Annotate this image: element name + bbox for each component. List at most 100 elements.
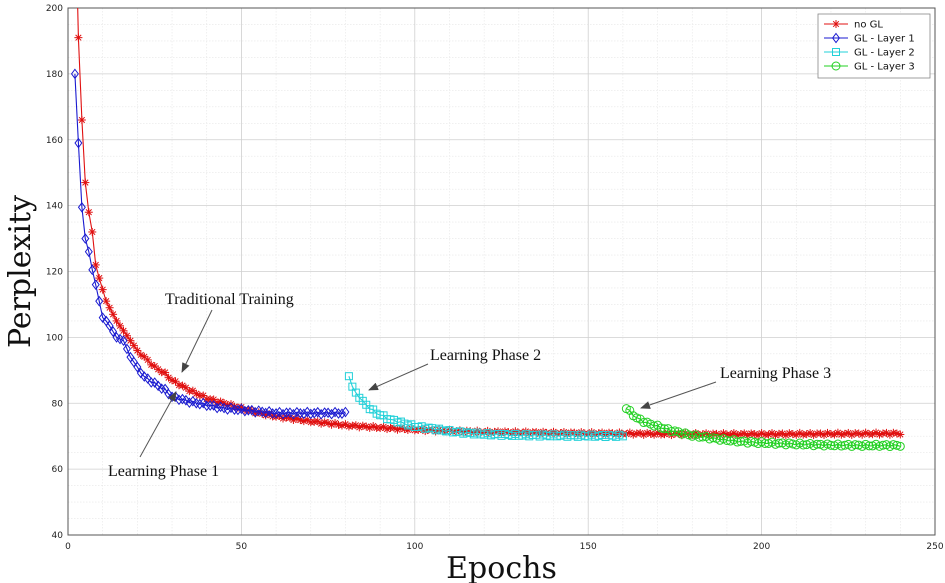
no-gl-point xyxy=(91,260,100,269)
no-gl-point xyxy=(81,178,90,187)
gl-layer3-point xyxy=(732,437,742,447)
gl-layer1-point xyxy=(230,404,239,416)
legend-label: GL - Layer 2 xyxy=(854,48,915,59)
x-tick-label: 250 xyxy=(926,542,943,552)
y-axis-ticks: 40 60 80 100 120 140 160 180 200 xyxy=(46,4,63,541)
gl-layer1-point xyxy=(70,68,79,80)
gl-layer1-point xyxy=(233,404,242,416)
legend-label: no GL xyxy=(854,20,883,31)
no-gl-point xyxy=(95,274,104,283)
gl-layer1-point xyxy=(133,361,142,373)
no-gl-point xyxy=(854,429,863,438)
no-gl-point xyxy=(133,346,142,355)
gl-layer3-point xyxy=(722,436,732,446)
gl-layer1-point xyxy=(109,326,118,337)
no-gl-point xyxy=(84,208,93,217)
gl-layer3-point xyxy=(878,440,888,450)
gl-layer1-point xyxy=(223,404,232,415)
y-tick-label: 120 xyxy=(46,268,63,278)
gl-layer1-point xyxy=(306,408,315,420)
gl-layer1-point xyxy=(341,406,350,418)
annotation-label: Traditional Training xyxy=(165,291,294,308)
gl-layer1-point xyxy=(199,397,208,409)
gl-layer1-point xyxy=(95,295,104,307)
y-tick-label: 180 xyxy=(46,70,63,80)
legend-label: GL - Layer 1 xyxy=(854,34,915,45)
gl-layer1-point xyxy=(289,408,298,420)
gl-layer3-point xyxy=(694,432,704,442)
annotation-label: Learning Phase 3 xyxy=(720,365,831,382)
gl-layer3-point xyxy=(788,439,798,449)
no-gl-point xyxy=(88,227,97,236)
gl-layer1-point xyxy=(320,407,329,418)
gl-layer3-point xyxy=(639,418,649,428)
legend-entry: no GL xyxy=(824,20,883,31)
gl-layer3-point xyxy=(836,441,846,451)
no-gl-point xyxy=(768,429,777,438)
gl-layer1-point xyxy=(251,406,260,418)
no-gl-point xyxy=(74,33,83,42)
gl-layer1-point xyxy=(174,394,183,406)
gl-layer1-point xyxy=(279,408,288,420)
no-gl-point xyxy=(181,383,190,392)
gl-layer1-point xyxy=(157,383,166,394)
no-gl-point xyxy=(823,428,832,437)
annotation-arrow xyxy=(640,381,717,409)
gl-layer1-point xyxy=(202,400,211,412)
gl-layer1-point xyxy=(310,407,319,419)
gl-layer1-point xyxy=(296,407,305,419)
no-gl-point xyxy=(872,428,881,437)
no-gl-point xyxy=(109,310,118,319)
y-axis-title: Perplexity xyxy=(3,195,38,348)
no-gl-point xyxy=(102,297,111,306)
no-gl-point xyxy=(77,115,86,124)
gl-layer3-point xyxy=(798,440,808,450)
no-gl-point xyxy=(171,377,180,386)
gl-layer1-point xyxy=(317,408,326,420)
gl-layer1-point xyxy=(185,397,194,409)
legend-label: GL - Layer 3 xyxy=(854,62,915,73)
x-tick-label: 100 xyxy=(406,542,423,552)
gl-layer1-point xyxy=(244,404,253,416)
no-gl-point xyxy=(840,429,849,438)
gl-layer2-point xyxy=(832,48,840,56)
gl-layer3-point xyxy=(888,440,898,450)
annotation-arrow xyxy=(139,391,177,458)
series-line xyxy=(74,73,346,415)
gl-layer1-point xyxy=(261,407,270,419)
no-gl-point xyxy=(344,422,353,431)
series-layer xyxy=(70,8,905,452)
no-gl-point xyxy=(341,420,350,429)
series-gl-layer-2 xyxy=(344,372,627,442)
gl-layer3-point xyxy=(875,441,885,451)
no-gl-point xyxy=(129,341,138,350)
no-gl-point xyxy=(781,431,790,440)
gl-layer1-point xyxy=(282,407,291,419)
no-gl-point xyxy=(161,368,170,377)
gl-layer1-point xyxy=(206,400,215,411)
gl-layer1-point xyxy=(88,264,97,276)
annotations: Traditional Training Learning Phase 1 Lear… xyxy=(108,291,831,480)
no-gl-point xyxy=(112,316,121,325)
gl-layer3-point xyxy=(774,438,784,448)
gl-layer3-point xyxy=(736,436,746,446)
annotation-label: Learning Phase 2 xyxy=(430,347,541,364)
gl-layer1-point xyxy=(136,367,145,379)
gl-layer3-point xyxy=(850,440,860,450)
gl-layer1-point xyxy=(122,343,131,355)
no-gl-point xyxy=(809,431,818,440)
gl-layer3-point xyxy=(698,432,708,442)
gl-layer1-point xyxy=(272,408,281,419)
x-tick-label: 200 xyxy=(753,542,770,552)
series-gl-layer-1 xyxy=(70,68,350,420)
no-gl-point xyxy=(832,20,840,28)
major-grid xyxy=(67,7,936,536)
gl-layer3-point xyxy=(864,441,874,451)
no-gl-point xyxy=(143,355,152,364)
no-gl-point xyxy=(393,425,402,434)
gl-layer1-point xyxy=(98,312,107,323)
gl-layer3-point xyxy=(840,440,850,450)
y-tick-label: 160 xyxy=(46,136,63,146)
gl-layer1-point xyxy=(105,320,114,332)
